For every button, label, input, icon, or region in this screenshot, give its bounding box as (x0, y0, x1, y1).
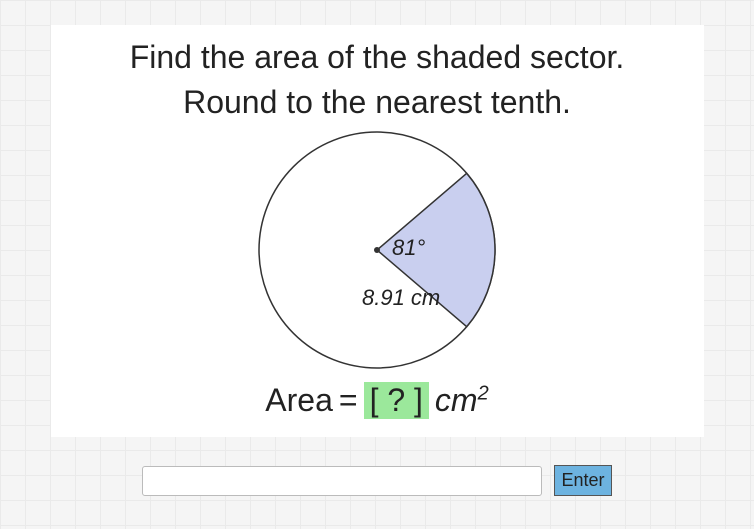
angle-label: 81° (392, 235, 425, 261)
answer-input[interactable] (142, 466, 542, 496)
question-line-2: Round to the nearest tenth. (183, 80, 571, 125)
center-dot (374, 247, 380, 253)
open-bracket: [ (370, 382, 379, 418)
problem-card: Find the area of the shaded sector. Roun… (51, 25, 704, 437)
area-equals: = (339, 382, 358, 419)
answer-row: Enter (142, 465, 611, 496)
placeholder-q: ? (387, 382, 405, 418)
radius-label: 8.91 cm (362, 285, 440, 311)
unit-exponent: 2 (478, 382, 489, 404)
close-bracket: ] (414, 382, 423, 418)
circle-svg (257, 130, 497, 380)
sector-diagram: 81° 8.91 cm (257, 130, 497, 380)
area-placeholder-box: [ ? ] (364, 382, 429, 419)
unit-text: cm (435, 382, 478, 418)
question-line-1: Find the area of the shaded sector. (130, 35, 625, 80)
area-prefix: Area (265, 382, 333, 419)
area-unit: cm2 (435, 382, 489, 419)
enter-button[interactable]: Enter (554, 465, 611, 496)
area-formula: Area = [ ? ] cm2 (265, 382, 488, 419)
